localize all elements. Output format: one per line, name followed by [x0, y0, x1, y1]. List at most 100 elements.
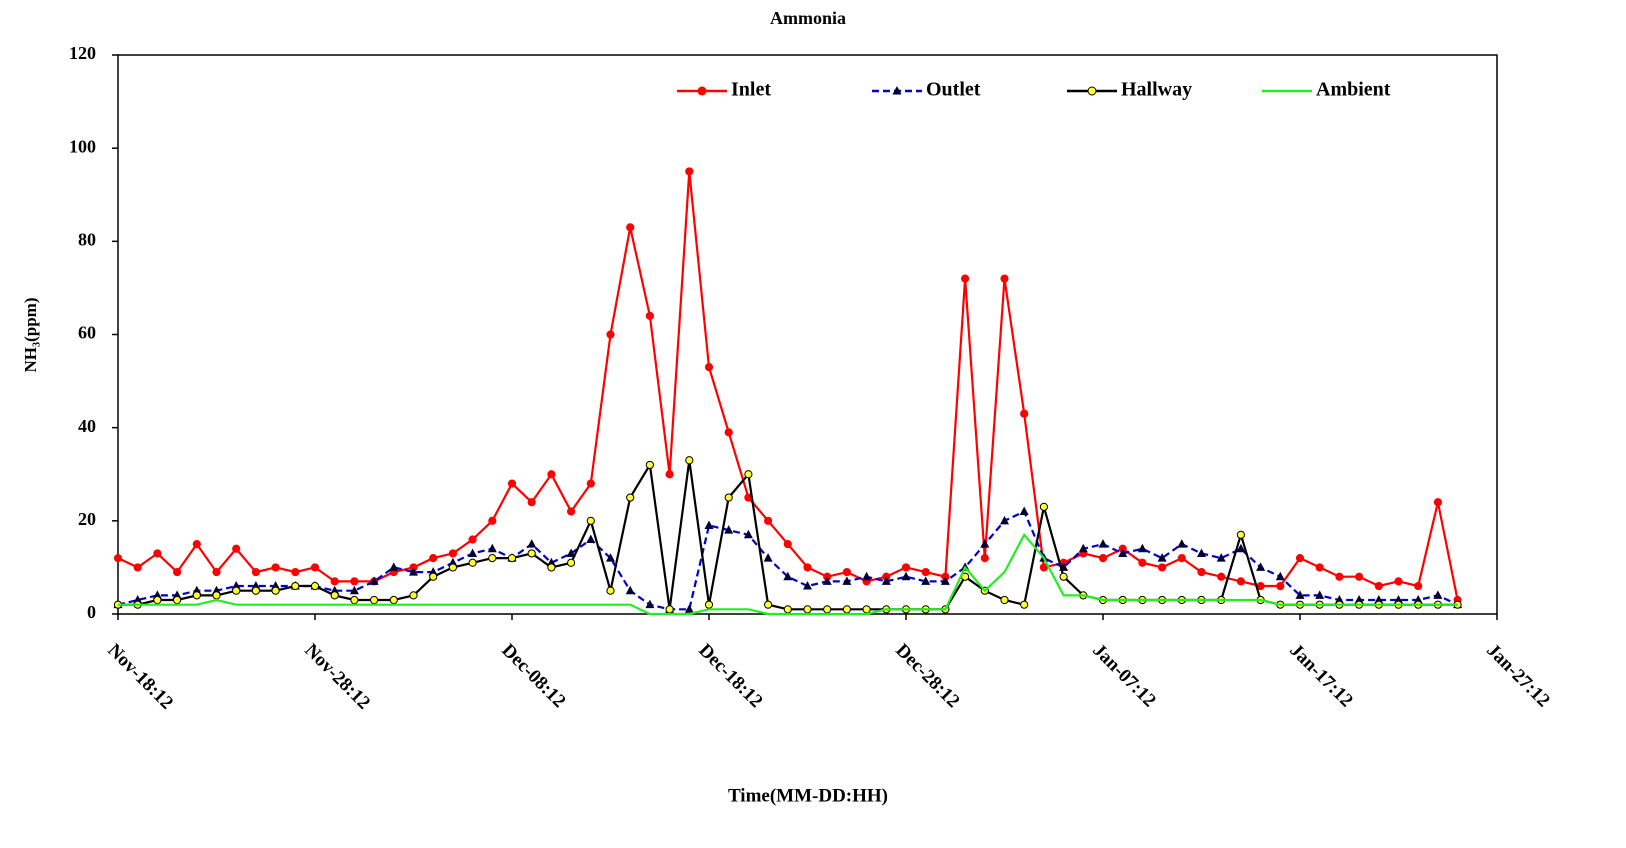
- point: [567, 558, 576, 567]
- y-tick-label: 120: [69, 43, 96, 63]
- point: [1039, 502, 1049, 511]
- legend-marker: [697, 86, 707, 96]
- point: [783, 540, 792, 549]
- point: [1019, 506, 1029, 516]
- point: [527, 498, 536, 507]
- point: [842, 576, 852, 585]
- point: [901, 571, 911, 581]
- y-tick-label: 40: [78, 416, 96, 436]
- point: [1236, 530, 1246, 539]
- point: [921, 576, 931, 585]
- point: [1020, 409, 1029, 418]
- point: [1177, 539, 1187, 548]
- x-tick-label: Dec-18:12: [694, 640, 766, 712]
- point: [349, 585, 359, 595]
- point: [822, 576, 832, 585]
- point: [881, 576, 891, 585]
- point: [901, 563, 911, 572]
- point: [1315, 590, 1325, 599]
- point: [645, 599, 655, 609]
- point: [1433, 590, 1443, 599]
- plot-frame: [117, 54, 1498, 615]
- y-tick-label: 60: [78, 323, 96, 343]
- point: [1118, 548, 1128, 557]
- plot-series: [113, 167, 1463, 616]
- point: [764, 516, 773, 525]
- point: [1374, 581, 1383, 591]
- point: [625, 585, 635, 595]
- point: [350, 595, 359, 605]
- point: [232, 544, 241, 553]
- y-tick-label: 80: [78, 229, 96, 249]
- point: [1315, 563, 1324, 572]
- x-tick-label: Jan-07:12: [1088, 640, 1160, 712]
- point: [1256, 562, 1266, 571]
- point: [1000, 274, 1009, 283]
- point: [173, 567, 182, 577]
- point: [310, 563, 320, 572]
- point: [842, 567, 852, 577]
- point: [153, 595, 162, 605]
- point: [1138, 558, 1147, 567]
- point: [1000, 595, 1009, 605]
- point: [1276, 581, 1285, 591]
- point: [1275, 571, 1285, 581]
- point: [173, 595, 182, 605]
- point: [1157, 553, 1167, 562]
- legend-label: Ambient: [1316, 79, 1391, 101]
- series-line: [118, 532, 1458, 616]
- point: [743, 529, 753, 539]
- point: [488, 516, 497, 525]
- point: [763, 553, 773, 562]
- point: [566, 548, 576, 557]
- point: [547, 470, 556, 479]
- point: [842, 605, 852, 614]
- point: [803, 563, 812, 572]
- point: [645, 311, 655, 320]
- x-tick-label: Jan-17:12: [1285, 640, 1357, 712]
- point: [1236, 577, 1246, 586]
- point: [271, 586, 280, 595]
- point: [626, 493, 635, 502]
- point: [487, 543, 497, 553]
- legend-label: Outlet: [926, 79, 981, 101]
- point: [606, 586, 615, 595]
- point: [370, 595, 379, 605]
- point: [684, 604, 694, 613]
- point: [586, 479, 595, 488]
- y-tick-label: 20: [78, 509, 96, 529]
- point: [1236, 543, 1246, 553]
- point: [724, 428, 733, 437]
- point: [803, 581, 812, 590]
- point: [192, 591, 201, 600]
- point: [1039, 563, 1049, 572]
- point: [1216, 553, 1226, 562]
- point: [192, 540, 201, 549]
- x-axis-label: Time(MM-DD:HH): [728, 785, 888, 806]
- point: [547, 563, 556, 572]
- point: [1137, 543, 1147, 553]
- point: [507, 554, 517, 563]
- point: [153, 549, 162, 558]
- point: [1000, 515, 1009, 525]
- point: [704, 520, 714, 529]
- point: [586, 534, 596, 543]
- point: [409, 591, 418, 600]
- point: [1295, 554, 1305, 563]
- x-tick-label: Nov-28:12: [300, 640, 374, 714]
- point: [271, 563, 280, 572]
- point: [940, 576, 950, 585]
- point: [685, 167, 694, 176]
- legend-label: Inlet: [731, 79, 771, 101]
- point: [961, 274, 970, 283]
- point: [704, 363, 714, 372]
- point: [803, 605, 812, 614]
- point: [113, 554, 123, 563]
- point: [212, 591, 221, 600]
- point: [1295, 590, 1305, 599]
- point: [665, 470, 674, 479]
- point: [685, 456, 694, 465]
- point: [862, 571, 872, 581]
- point: [389, 595, 398, 605]
- point: [1177, 554, 1186, 563]
